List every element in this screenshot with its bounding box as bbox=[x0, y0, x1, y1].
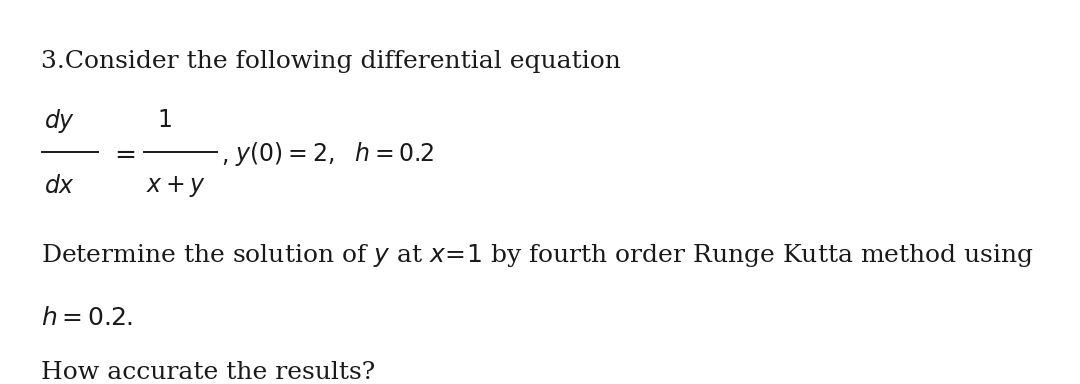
Text: $y(0) = 2, \ \ h = 0.2$: $y(0) = 2, \ \ h = 0.2$ bbox=[235, 140, 435, 167]
Text: 3.Consider the following differential equation: 3.Consider the following differential eq… bbox=[41, 50, 621, 73]
Text: $1$: $1$ bbox=[157, 109, 172, 132]
Text: $=$: $=$ bbox=[109, 141, 135, 166]
Text: $dx$: $dx$ bbox=[44, 175, 76, 198]
Text: How accurate the results?: How accurate the results? bbox=[41, 361, 375, 384]
Text: $dy$: $dy$ bbox=[44, 107, 76, 135]
Text: Determine the solution of $y$ at $x\!=\!1$ by fourth order Runge Kutta method us: Determine the solution of $y$ at $x\!=\!… bbox=[41, 242, 1034, 269]
Text: $x+y$: $x+y$ bbox=[146, 174, 205, 199]
Text: $h = 0.2.$: $h = 0.2.$ bbox=[41, 307, 133, 330]
Text: $,$: $,$ bbox=[221, 144, 229, 167]
